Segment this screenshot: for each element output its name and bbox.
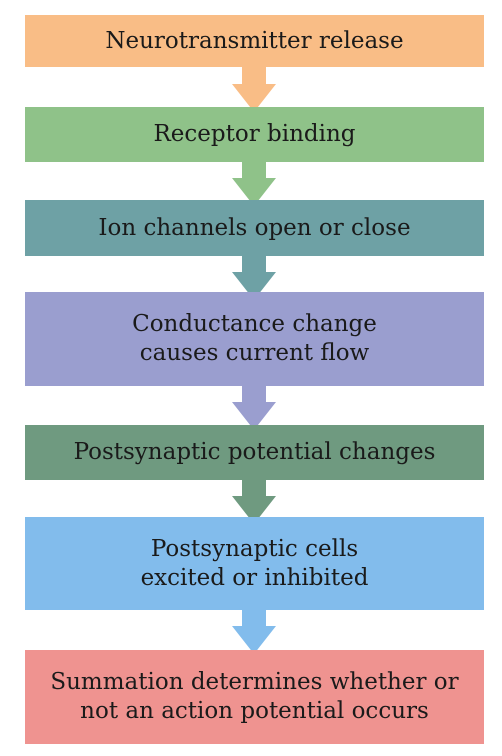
arrow-2-to-3 xyxy=(232,158,276,206)
step-conductance-change: Conductance change causes current flow xyxy=(25,292,484,386)
arrow-6-to-7 xyxy=(232,606,276,654)
step-label: Neurotransmitter release xyxy=(105,27,404,54)
arrow-1-to-2 xyxy=(232,64,276,112)
arrow-4-to-5 xyxy=(232,382,276,430)
down-arrow-icon xyxy=(232,252,276,300)
down-arrow-icon xyxy=(232,606,276,654)
down-arrow-icon xyxy=(232,476,276,524)
arrow-shape xyxy=(232,252,276,300)
arrow-shape xyxy=(232,158,276,206)
down-arrow-icon xyxy=(232,158,276,206)
arrow-shape xyxy=(232,382,276,430)
step-label: Postsynaptic potential changes xyxy=(73,439,436,465)
step-label: Conductance change causes current flow xyxy=(132,311,377,366)
step-summation: Summation determines whether or not an ac… xyxy=(25,650,484,744)
arrow-shape xyxy=(232,606,276,654)
step-label: Summation determines whether or not an ac… xyxy=(50,669,459,724)
arrow-shape xyxy=(232,476,276,524)
step-ion-channels: Ion channels open or close xyxy=(25,200,484,256)
down-arrow-icon xyxy=(232,64,276,112)
step-neurotransmitter-release: Neurotransmitter release xyxy=(25,15,484,67)
step-label: Postsynaptic cells excited or inhibited xyxy=(140,535,369,591)
step-postsynaptic-cells: Postsynaptic cells excited or inhibited xyxy=(25,517,484,610)
step-label: Ion channels open or close xyxy=(98,214,411,241)
arrow-3-to-4 xyxy=(232,252,276,300)
arrow-5-to-6 xyxy=(232,476,276,524)
down-arrow-icon xyxy=(232,382,276,430)
step-receptor-binding: Receptor binding xyxy=(25,107,484,162)
step-label: Receptor binding xyxy=(153,121,356,147)
arrow-shape xyxy=(232,64,276,112)
step-postsynaptic-potential: Postsynaptic potential changes xyxy=(25,425,484,480)
